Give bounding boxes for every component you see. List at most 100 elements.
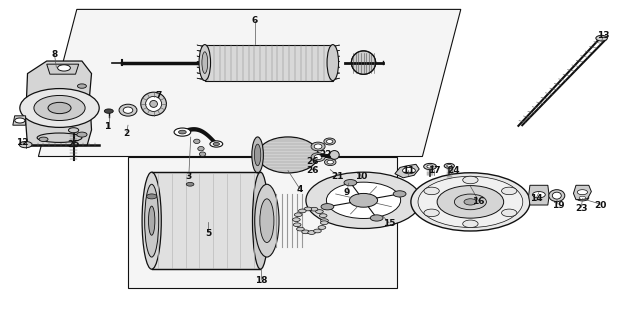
Circle shape — [463, 220, 478, 228]
Circle shape — [294, 213, 302, 217]
Text: 3: 3 — [186, 172, 192, 181]
Ellipse shape — [119, 104, 137, 116]
Circle shape — [318, 226, 326, 229]
Text: 12: 12 — [16, 138, 29, 147]
Circle shape — [104, 109, 113, 113]
Ellipse shape — [123, 107, 133, 113]
Circle shape — [293, 223, 301, 227]
Text: 16: 16 — [472, 198, 485, 206]
Circle shape — [301, 230, 309, 234]
Polygon shape — [26, 61, 92, 146]
Circle shape — [34, 95, 85, 121]
Text: 23: 23 — [575, 204, 588, 213]
Text: 14: 14 — [530, 194, 543, 203]
Text: 8: 8 — [51, 50, 58, 59]
Ellipse shape — [327, 44, 339, 81]
Circle shape — [532, 192, 545, 198]
Ellipse shape — [548, 190, 564, 202]
Text: 24: 24 — [447, 166, 460, 175]
Circle shape — [326, 182, 401, 218]
Ellipse shape — [252, 137, 264, 173]
Ellipse shape — [142, 172, 161, 269]
Text: 7: 7 — [156, 91, 162, 100]
Circle shape — [579, 196, 586, 199]
Text: 4: 4 — [296, 185, 303, 194]
Circle shape — [15, 118, 25, 123]
Ellipse shape — [327, 160, 333, 164]
Ellipse shape — [194, 139, 200, 143]
Circle shape — [596, 35, 607, 41]
Ellipse shape — [314, 155, 322, 160]
Text: 20: 20 — [594, 201, 607, 209]
Ellipse shape — [202, 52, 207, 73]
Circle shape — [186, 182, 194, 186]
Text: 19: 19 — [552, 201, 564, 209]
Ellipse shape — [150, 100, 157, 107]
Circle shape — [424, 163, 436, 170]
Circle shape — [314, 229, 321, 233]
Ellipse shape — [351, 51, 376, 74]
Polygon shape — [38, 9, 461, 156]
Polygon shape — [13, 116, 26, 125]
Polygon shape — [395, 164, 419, 178]
Circle shape — [321, 204, 334, 210]
Circle shape — [463, 176, 478, 184]
Circle shape — [77, 84, 86, 88]
Polygon shape — [128, 156, 397, 288]
Circle shape — [411, 173, 530, 231]
Text: 11: 11 — [402, 166, 415, 175]
Ellipse shape — [311, 142, 325, 151]
Ellipse shape — [145, 184, 159, 257]
Circle shape — [20, 89, 99, 127]
Ellipse shape — [260, 199, 274, 243]
Ellipse shape — [37, 133, 82, 142]
Circle shape — [424, 209, 439, 217]
Text: 5: 5 — [205, 229, 211, 238]
Circle shape — [306, 172, 421, 228]
Ellipse shape — [324, 159, 336, 166]
Circle shape — [174, 128, 191, 136]
Polygon shape — [573, 185, 591, 200]
Circle shape — [437, 186, 504, 218]
Circle shape — [344, 180, 356, 186]
Circle shape — [77, 132, 87, 137]
Circle shape — [147, 194, 157, 199]
Circle shape — [424, 187, 439, 195]
Text: 6: 6 — [252, 16, 258, 25]
Circle shape — [371, 215, 383, 221]
Ellipse shape — [199, 44, 211, 81]
Ellipse shape — [255, 144, 261, 166]
Text: 10: 10 — [355, 172, 368, 181]
Text: 1: 1 — [104, 122, 111, 131]
Text: 22: 22 — [319, 151, 332, 159]
Ellipse shape — [141, 92, 166, 116]
Circle shape — [393, 191, 406, 197]
Circle shape — [576, 195, 589, 201]
Ellipse shape — [311, 153, 325, 162]
Ellipse shape — [148, 206, 155, 235]
Circle shape — [310, 207, 318, 211]
Text: 21: 21 — [332, 172, 344, 181]
Ellipse shape — [200, 152, 206, 156]
Text: 18: 18 — [255, 276, 268, 285]
Text: 13: 13 — [596, 32, 609, 40]
Bar — [152, 172, 260, 269]
Ellipse shape — [253, 172, 269, 269]
Circle shape — [577, 190, 588, 195]
Circle shape — [39, 137, 48, 141]
Ellipse shape — [255, 184, 279, 257]
Circle shape — [213, 142, 220, 146]
Ellipse shape — [324, 138, 335, 145]
Polygon shape — [529, 185, 549, 205]
Ellipse shape — [326, 140, 333, 143]
Ellipse shape — [314, 144, 322, 149]
Ellipse shape — [330, 151, 339, 159]
Circle shape — [418, 176, 523, 228]
Text: 26: 26 — [306, 157, 319, 166]
Circle shape — [316, 210, 323, 213]
Circle shape — [464, 199, 477, 205]
Text: 26: 26 — [306, 166, 319, 175]
Circle shape — [403, 167, 415, 174]
Ellipse shape — [258, 137, 319, 173]
Circle shape — [296, 227, 304, 231]
